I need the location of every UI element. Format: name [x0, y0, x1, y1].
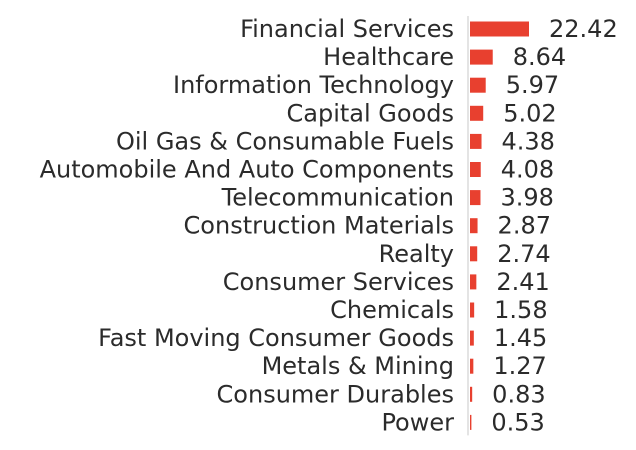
value-label: 22.42 — [549, 15, 618, 43]
value-label: 3.98 — [500, 184, 553, 212]
category-label: Telecommunication — [221, 184, 454, 212]
bar — [470, 162, 481, 177]
bar — [470, 358, 474, 374]
category-label: Healthcare — [323, 43, 454, 71]
value-label: 5.02 — [503, 99, 556, 127]
bar — [470, 330, 474, 346]
bar — [470, 49, 493, 65]
bar — [470, 133, 482, 149]
value-label: 0.53 — [491, 408, 544, 436]
category-label: Consumer Services — [223, 268, 454, 296]
category-label: Realty — [379, 240, 454, 268]
bar — [470, 386, 473, 402]
category-label: Information Technology — [173, 71, 454, 99]
value-label: 1.45 — [494, 324, 547, 352]
value-label: 1.27 — [493, 352, 546, 380]
bars-group — [470, 21, 529, 430]
category-label: Automobile And Auto Components — [40, 156, 454, 184]
category-label: Chemicals — [330, 296, 454, 324]
bar — [470, 274, 477, 290]
bar — [470, 190, 481, 206]
category-label: Power — [381, 408, 454, 436]
value-label: 2.74 — [497, 240, 550, 268]
value-label: 8.64 — [513, 43, 566, 71]
bar — [470, 77, 486, 93]
value-label: 0.83 — [492, 380, 545, 408]
category-labels-group: Financial ServicesHealthcareInformation … — [40, 15, 455, 436]
category-label: Construction Materials — [184, 212, 454, 240]
value-label: 1.58 — [494, 296, 547, 324]
bar — [470, 105, 484, 121]
bar — [470, 218, 478, 234]
category-label: Oil Gas & Consumable Fuels — [116, 127, 454, 155]
category-label: Fast Moving Consumer Goods — [98, 324, 454, 352]
category-label: Metals & Mining — [262, 352, 454, 380]
category-label: Capital Goods — [287, 99, 454, 127]
bar — [470, 414, 472, 430]
value-label: 2.87 — [498, 212, 551, 240]
bar — [470, 246, 478, 262]
category-label: Financial Services — [240, 15, 454, 43]
value-label: 5.97 — [506, 71, 559, 99]
value-label: 4.38 — [502, 127, 555, 155]
value-label: 4.08 — [501, 156, 554, 184]
bar — [470, 21, 529, 37]
value-labels-group: 22.428.645.975.024.384.083.982.872.742.4… — [491, 15, 617, 436]
value-label: 2.41 — [496, 268, 549, 296]
bar — [470, 302, 475, 318]
category-label: Consumer Durables — [217, 380, 454, 408]
